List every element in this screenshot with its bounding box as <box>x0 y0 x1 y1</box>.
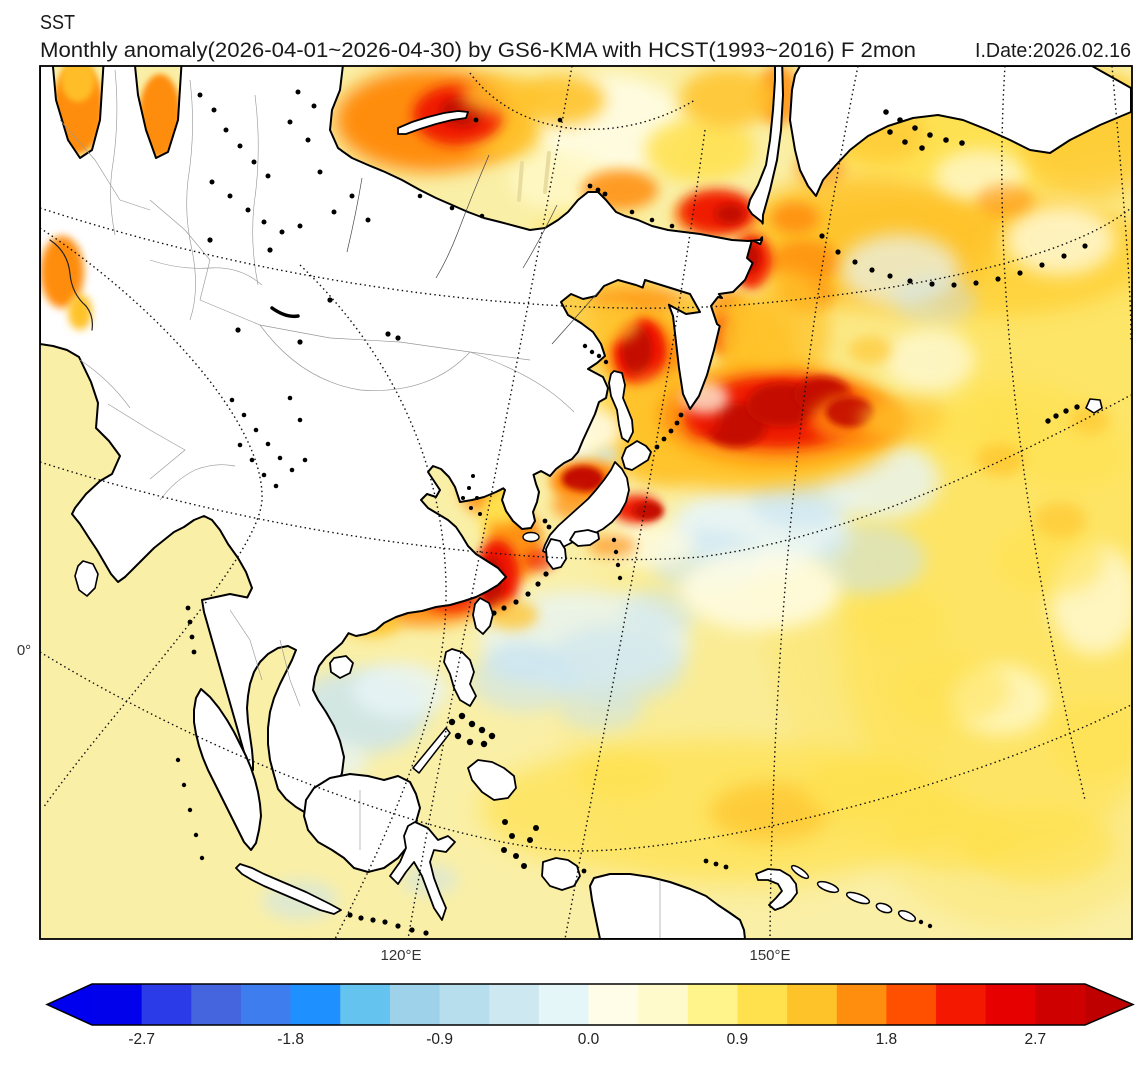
svg-text:-0.9: -0.9 <box>426 1031 453 1048</box>
svg-text:-1.8: -1.8 <box>277 1031 304 1048</box>
svg-text:0°: 0° <box>17 642 31 659</box>
svg-text:0.9: 0.9 <box>727 1031 749 1048</box>
svg-text:1.8: 1.8 <box>876 1031 898 1048</box>
svg-text:150°E: 150°E <box>749 947 790 964</box>
svg-text:-2.7: -2.7 <box>128 1031 155 1048</box>
svg-text:Monthly anomaly(2026-04-01~202: Monthly anomaly(2026-04-01~2026-04-30) b… <box>40 38 916 62</box>
svg-text:2.7: 2.7 <box>1025 1031 1047 1048</box>
svg-text:SST: SST <box>40 12 75 34</box>
svg-text:0.0: 0.0 <box>578 1031 600 1048</box>
svg-text:120°E: 120°E <box>380 947 421 964</box>
svg-text:I.Date:2026.02.16: I.Date:2026.02.16 <box>975 40 1131 62</box>
